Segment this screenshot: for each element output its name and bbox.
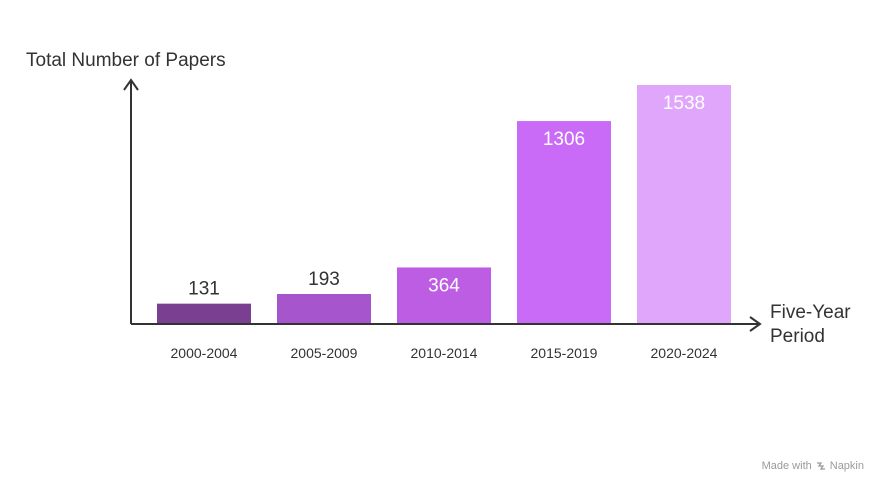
watermark: Made with Napkin (762, 460, 864, 472)
bar-2000-2004 (157, 303, 251, 324)
bar-2015-2019 (517, 121, 611, 324)
bar-2010-2014 (397, 267, 491, 324)
x-tick-label-2015-2019: 2015-2019 (531, 345, 598, 361)
data-label-2015-2019: 1306 (543, 129, 585, 150)
y-axis-title: Total Number of Papers (26, 50, 226, 71)
bar-2005-2009 (277, 294, 371, 324)
x-tick-label-2010-2014: 2010-2014 (411, 345, 478, 361)
data-label-2010-2014: 364 (428, 275, 460, 296)
x-axis-arrow-icon (749, 316, 762, 332)
x-axis-title-line-2: Period (770, 326, 825, 347)
data-label-2020-2024: 1538 (663, 93, 705, 114)
watermark-brand: Napkin (829, 460, 864, 472)
x-axis-title-line-1: Five-Year (770, 302, 851, 323)
x-tick-label-2020-2024: 2020-2024 (651, 345, 718, 361)
bar-2020-2024 (637, 85, 731, 324)
bars-group: 131 2000-2004 193 2005-2009 364 2010-2014 1306… (157, 85, 731, 361)
watermark-prefix: Made with (761, 460, 812, 472)
napkin-logo-icon (816, 462, 825, 470)
data-label-2000-2004: 131 (188, 279, 220, 300)
x-tick-label-2005-2009: 2005-2009 (291, 345, 358, 361)
data-label-2005-2009: 193 (308, 269, 340, 290)
y-axis-arrow-icon (123, 78, 139, 91)
x-tick-label-2000-2004: 2000-2004 (171, 345, 238, 361)
